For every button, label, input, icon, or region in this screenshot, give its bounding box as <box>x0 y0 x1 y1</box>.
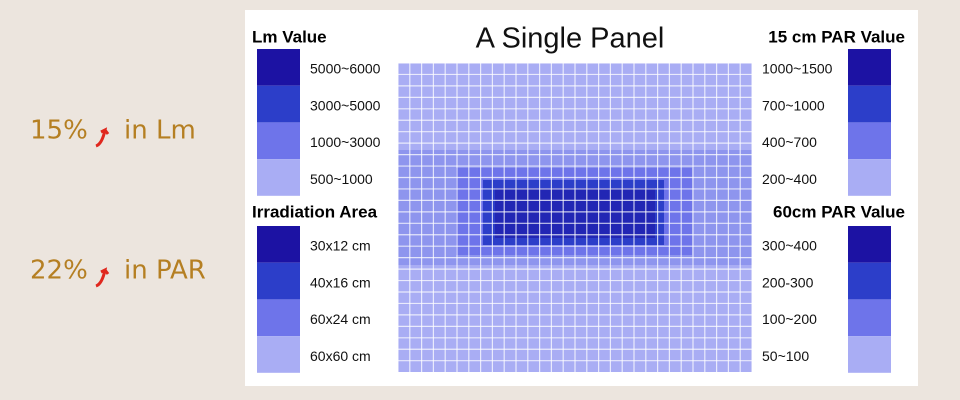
title: A Single Panel <box>476 23 665 55</box>
irradiation-grid <box>397 62 753 372</box>
legend-swatch <box>257 159 300 196</box>
legend-label: 5000~6000 <box>310 61 381 77</box>
legend-label: 200~400 <box>762 171 817 187</box>
legend-label: 700~1000 <box>762 97 825 113</box>
legend-swatch <box>848 85 891 123</box>
legend-swatch <box>848 122 891 160</box>
legend-label: 500~1000 <box>310 171 373 187</box>
note-value: 15% <box>30 116 88 146</box>
legend-label: 1000~3000 <box>310 134 381 150</box>
legend-swatch <box>848 49 891 86</box>
legend-swatch <box>257 49 300 86</box>
legend-swatch <box>848 299 891 337</box>
note-text: in Lm <box>124 116 196 146</box>
legend-swatch <box>257 226 300 263</box>
legend-label: 1000~1500 <box>762 61 833 77</box>
legend-label: 40x16 cm <box>310 274 371 290</box>
legend-swatch <box>848 262 891 300</box>
legend-label: 200-300 <box>762 274 814 290</box>
legend-label: 100~200 <box>762 311 817 327</box>
legend-swatch <box>848 336 891 373</box>
note-value: 22% <box>30 256 88 286</box>
legend-title: 15 cm PAR Value <box>768 27 905 46</box>
legend-swatch <box>848 226 891 263</box>
legend-title: Lm Value <box>252 27 327 46</box>
note-text: in PAR <box>124 256 206 286</box>
legend-label: 60x60 cm <box>310 348 371 364</box>
legend-label: 60x24 cm <box>310 311 371 327</box>
legend-title: 60cm PAR Value <box>773 202 905 221</box>
legend-swatch <box>257 262 300 300</box>
up-arrow <box>95 127 110 148</box>
legend-label: 30x12 cm <box>310 238 371 254</box>
legend-swatch <box>257 122 300 160</box>
legend-swatch <box>257 85 300 123</box>
legend-swatch <box>848 159 891 196</box>
legend-label: 300~400 <box>762 238 817 254</box>
up-arrow <box>95 267 110 288</box>
legend-swatch <box>257 299 300 337</box>
legend-label: 50~100 <box>762 348 809 364</box>
legend-label: 3000~5000 <box>310 97 381 113</box>
legend-swatch <box>257 336 300 373</box>
legend-label: 400~700 <box>762 134 817 150</box>
legend-title: Irradiation Area <box>252 202 378 221</box>
